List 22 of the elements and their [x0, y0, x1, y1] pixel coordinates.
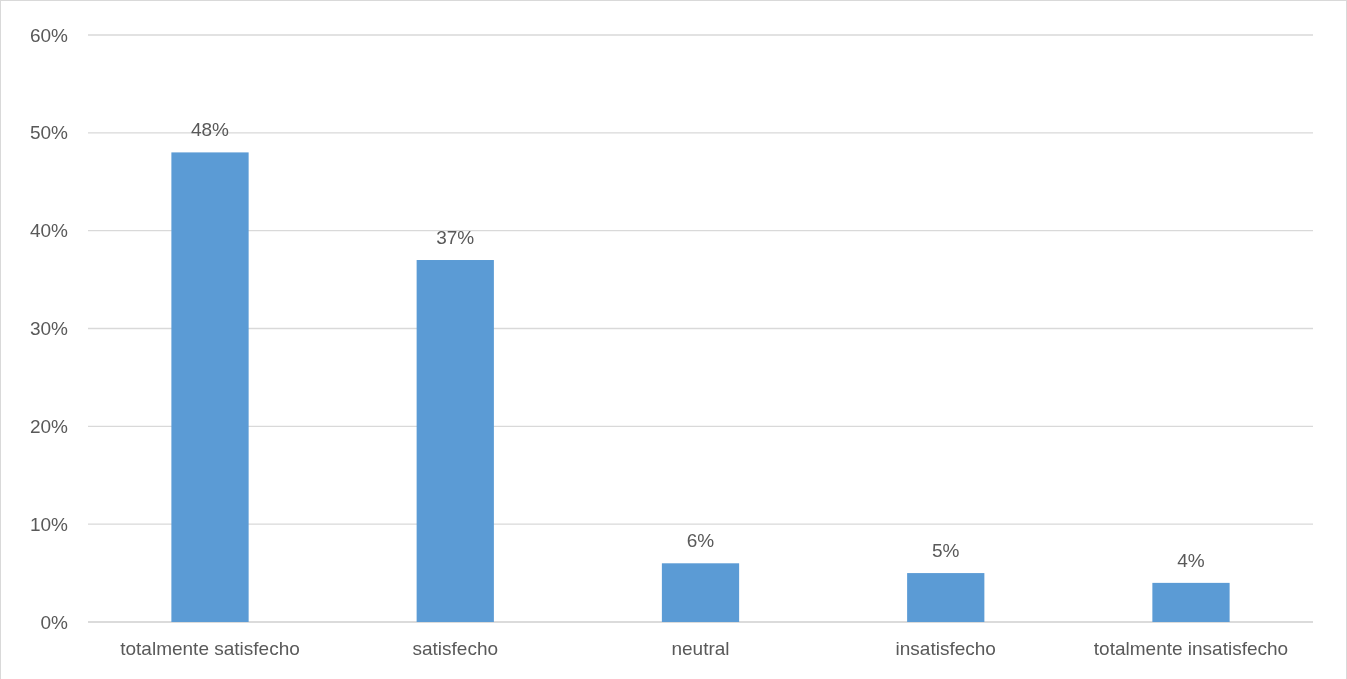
y-tick-label: 60% [29, 24, 69, 46]
x-tick-label: satisfecho [412, 638, 499, 660]
x-tick-label: insatisfecho [895, 638, 996, 660]
y-tick-label: 0% [40, 611, 69, 633]
bar [171, 152, 249, 622]
bar [661, 563, 740, 622]
x-tick-label: neutral [671, 638, 730, 660]
y-tick-label: 10% [29, 513, 69, 535]
data-label: 4% [1177, 549, 1205, 571]
y-tick-label: 50% [29, 122, 69, 144]
y-tick-label: 40% [29, 220, 69, 242]
data-label: 5% [932, 540, 960, 562]
data-label: 6% [686, 530, 715, 552]
x-tick-label: totalmente satisfecho [120, 638, 300, 660]
bar [907, 573, 985, 622]
bar [1152, 582, 1230, 622]
data-label: 37% [436, 227, 475, 249]
y-tick-label: 20% [29, 415, 69, 437]
x-tick-label: totalmente insatisfecho [1093, 638, 1289, 660]
y-tick-label: 30% [29, 318, 69, 340]
data-label: 48% [190, 119, 230, 141]
bar [416, 260, 494, 622]
